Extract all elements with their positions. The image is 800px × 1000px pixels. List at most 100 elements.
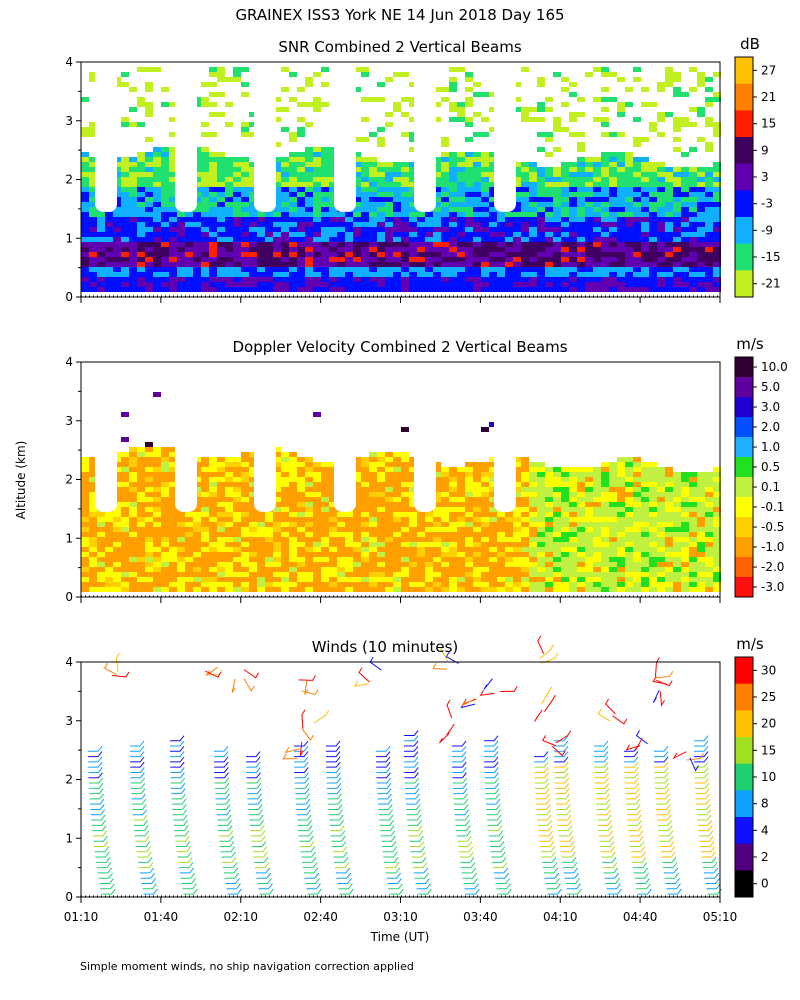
heatmap-cell <box>593 577 601 582</box>
heatmap-cell <box>353 237 361 242</box>
heatmap-cell <box>81 277 89 282</box>
heatmap-cell <box>489 572 497 577</box>
heatmap-cell <box>585 477 593 482</box>
heatmap-cell <box>641 87 649 92</box>
heatmap-cell <box>657 187 665 192</box>
heatmap-cell <box>433 232 441 237</box>
heatmap-cell <box>177 547 185 552</box>
heatmap-cell <box>105 587 113 592</box>
heatmap-cell <box>633 467 641 472</box>
heatmap-cell <box>153 562 161 567</box>
heatmap-cell <box>89 227 97 232</box>
heatmap-cell <box>593 492 601 497</box>
heatmap-cell <box>169 192 177 197</box>
heatmap-cell <box>241 552 249 557</box>
heatmap-cell <box>713 562 721 567</box>
heatmap-cell <box>417 557 425 562</box>
heatmap-cell <box>297 577 305 582</box>
heatmap-cell <box>369 537 377 542</box>
heatmap-cell <box>393 577 401 582</box>
heatmap-cell <box>313 232 321 237</box>
heatmap-cell <box>97 537 105 542</box>
heatmap-cell <box>185 532 193 537</box>
heatmap-cell <box>409 162 417 167</box>
heatmap-cell <box>473 522 481 527</box>
heatmap-cell <box>121 187 129 192</box>
heatmap-cell <box>217 167 225 172</box>
heatmap-cell <box>89 247 97 252</box>
heatmap-cell <box>329 227 337 232</box>
heatmap-cell <box>665 522 673 527</box>
heatmap-cell <box>257 262 265 267</box>
heatmap-cell <box>657 482 665 487</box>
heatmap-cell <box>457 512 465 517</box>
heatmap-cell <box>257 572 265 577</box>
heatmap-cell <box>545 192 553 197</box>
wind-barb <box>458 846 474 853</box>
heatmap-cell <box>513 267 521 272</box>
heatmap-cell <box>89 567 97 572</box>
heatmap-cell <box>377 227 385 232</box>
heatmap-cell <box>145 192 153 197</box>
heatmap-cell <box>337 287 345 292</box>
heatmap-cell <box>217 227 225 232</box>
heatmap-cell <box>633 457 641 462</box>
heatmap-cell <box>89 587 97 592</box>
heatmap-cell <box>665 222 673 227</box>
heatmap-cell <box>633 527 641 532</box>
heatmap-cell <box>473 477 481 482</box>
heatmap-cell <box>105 217 113 222</box>
heatmap-cell <box>289 137 297 142</box>
heatmap-cell <box>673 547 681 552</box>
heatmap-cell <box>409 237 417 242</box>
wind-barb <box>89 788 104 795</box>
heatmap-cell <box>105 212 113 217</box>
heatmap-cell <box>233 77 241 82</box>
heatmap-cell <box>329 197 337 202</box>
heatmap-cell <box>473 502 481 507</box>
heatmap-cell <box>617 477 625 482</box>
heatmap-cell <box>393 282 401 287</box>
heatmap-cell <box>465 472 473 477</box>
heatmap-cell <box>593 192 601 197</box>
heatmap-cell <box>593 497 601 502</box>
heatmap-cell <box>297 472 305 477</box>
heatmap-cell <box>161 202 169 207</box>
heatmap-cell <box>673 287 681 292</box>
heatmap-cell <box>121 462 129 467</box>
heatmap-cell <box>433 262 441 267</box>
heatmap-cell <box>505 237 513 242</box>
heatmap-cell <box>377 242 385 247</box>
heatmap-cell <box>593 487 601 492</box>
heatmap-cell <box>289 462 297 467</box>
heatmap-cell <box>585 517 593 522</box>
heatmap-cell <box>105 557 113 562</box>
heatmap-cell <box>345 212 353 217</box>
heatmap-cell <box>113 527 121 532</box>
heatmap-cell <box>473 287 481 292</box>
heatmap-cell <box>673 177 681 182</box>
heatmap-cell <box>457 277 465 282</box>
heatmap-cell <box>649 177 657 182</box>
heatmap-cell <box>561 197 569 202</box>
heatmap-cell <box>113 207 121 212</box>
heatmap-cell <box>233 182 241 187</box>
heatmap-cell <box>249 202 257 207</box>
heatmap-cell <box>113 252 121 257</box>
heatmap-cell <box>153 242 161 247</box>
heatmap-cell <box>121 117 129 122</box>
heatmap-cell <box>249 517 257 522</box>
heatmap-cell <box>681 582 689 587</box>
heatmap-cell <box>537 82 545 87</box>
heatmap-cell <box>217 172 225 177</box>
wind-barb <box>175 835 190 842</box>
heatmap-cell <box>713 242 721 247</box>
heatmap-cell <box>601 217 609 222</box>
heatmap-cell <box>289 482 297 487</box>
heatmap-cell <box>433 577 441 582</box>
heatmap-cell <box>209 212 217 217</box>
heatmap-cell <box>177 212 185 217</box>
heatmap-cell <box>129 542 137 547</box>
heatmap-cell <box>249 567 257 572</box>
heatmap-cell <box>473 227 481 232</box>
